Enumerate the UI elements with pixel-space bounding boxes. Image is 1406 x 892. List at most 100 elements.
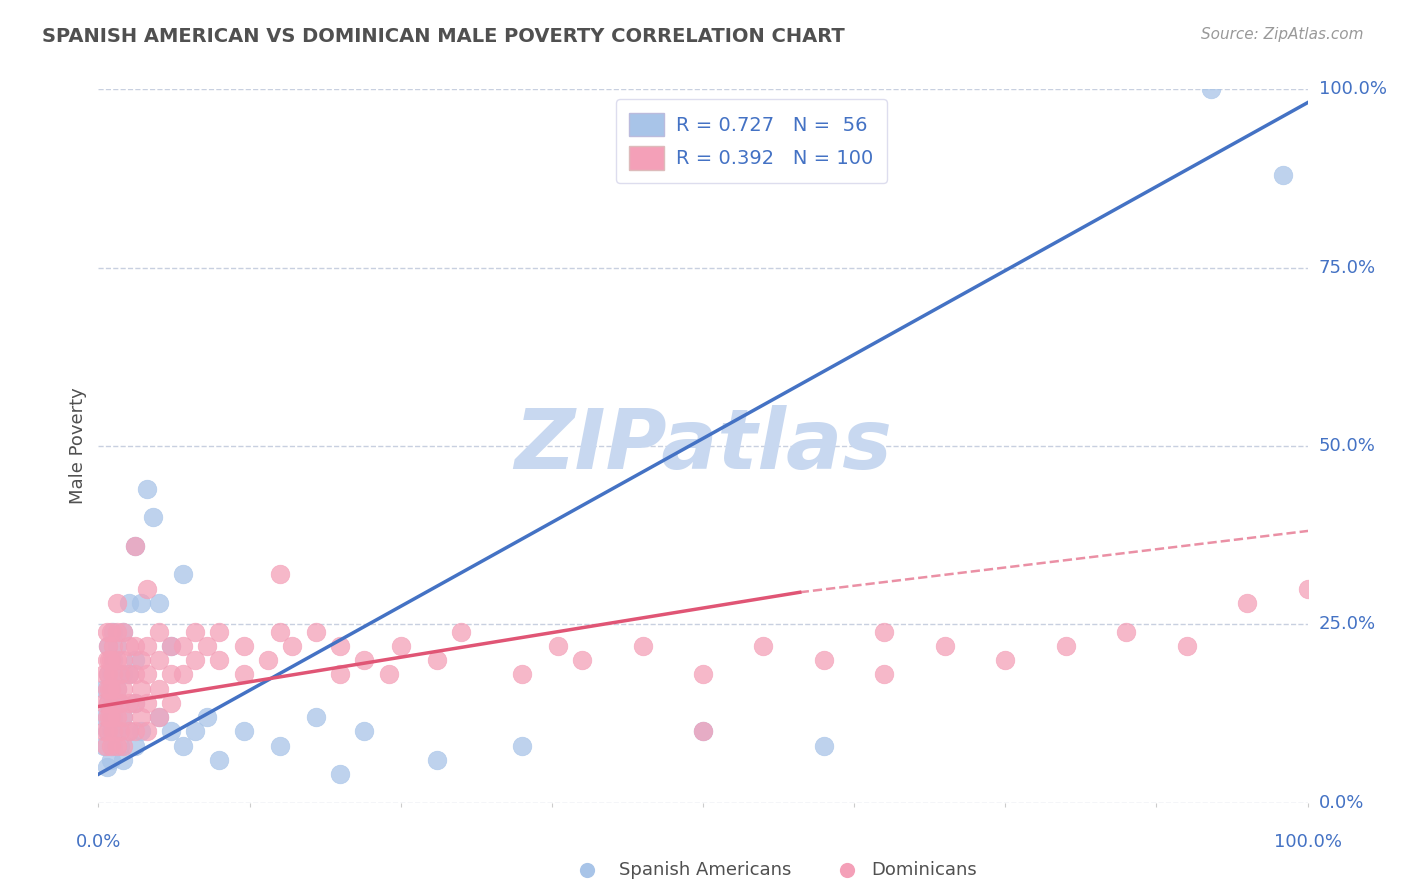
Point — [108, 696, 131, 710]
Point — [752, 639, 775, 653]
Point — [692, 667, 714, 681]
Point — [96, 760, 118, 774]
Point — [105, 639, 128, 653]
Point — [172, 739, 194, 753]
Text: Source: ZipAtlas.com: Source: ZipAtlas.com — [1201, 27, 1364, 42]
Text: 50.0%: 50.0% — [1319, 437, 1375, 455]
Point — [172, 667, 194, 681]
Point — [148, 653, 170, 667]
Point — [97, 667, 120, 681]
Point — [208, 653, 231, 667]
Point — [111, 753, 134, 767]
Point — [135, 482, 157, 496]
Point — [1175, 639, 1198, 653]
Point — [232, 667, 254, 681]
Point — [97, 696, 120, 710]
Point — [148, 681, 170, 696]
Point — [256, 653, 278, 667]
Point — [269, 624, 291, 639]
Point — [148, 710, 170, 724]
Point — [1296, 582, 1319, 596]
Point — [105, 710, 128, 724]
Point — [353, 653, 375, 667]
Point — [101, 710, 124, 724]
Point — [97, 696, 120, 710]
Point — [510, 739, 533, 753]
Point — [118, 639, 141, 653]
Point — [111, 624, 134, 639]
Point — [160, 667, 183, 681]
Point — [96, 624, 118, 639]
Point — [195, 639, 218, 653]
Point — [93, 710, 115, 724]
Text: 0.0%: 0.0% — [1319, 794, 1364, 812]
Point — [124, 539, 146, 553]
Point — [105, 596, 128, 610]
Point — [160, 639, 183, 653]
Point — [160, 639, 183, 653]
Point — [208, 624, 231, 639]
Point — [93, 667, 115, 681]
Point — [329, 667, 352, 681]
Point — [97, 724, 120, 739]
Legend: R = 0.727   N =  56, R = 0.392   N = 100: R = 0.727 N = 56, R = 0.392 N = 100 — [616, 99, 887, 184]
Point — [108, 696, 131, 710]
Point — [105, 724, 128, 739]
Point — [184, 624, 207, 639]
Point — [100, 696, 122, 710]
Point — [135, 696, 157, 710]
Point — [129, 724, 152, 739]
Point — [692, 724, 714, 739]
Point — [195, 710, 218, 724]
Point — [1199, 82, 1222, 96]
Point — [426, 753, 449, 767]
Point — [97, 639, 120, 653]
Point — [129, 710, 152, 724]
Text: 100.0%: 100.0% — [1319, 80, 1386, 98]
Point — [101, 739, 124, 753]
Point — [97, 639, 120, 653]
Point — [172, 567, 194, 582]
Point — [100, 667, 122, 681]
Point — [93, 696, 115, 710]
Point — [118, 596, 141, 610]
Point — [135, 667, 157, 681]
Point — [135, 582, 157, 596]
Point — [100, 624, 122, 639]
Point — [101, 624, 124, 639]
Point — [129, 681, 152, 696]
Point — [101, 639, 124, 653]
Text: Dominicans: Dominicans — [872, 861, 977, 879]
Point — [232, 639, 254, 653]
Point — [124, 653, 146, 667]
Point — [426, 653, 449, 667]
Point — [450, 624, 472, 639]
Point — [124, 539, 146, 553]
Point — [98, 710, 121, 724]
Point — [873, 667, 896, 681]
Point — [124, 696, 146, 710]
Text: SPANISH AMERICAN VS DOMINICAN MALE POVERTY CORRELATION CHART: SPANISH AMERICAN VS DOMINICAN MALE POVER… — [42, 27, 845, 45]
Point — [100, 724, 122, 739]
Point — [111, 710, 134, 724]
Point — [96, 653, 118, 667]
Point — [232, 724, 254, 739]
Point — [576, 863, 599, 877]
Point — [353, 724, 375, 739]
Point — [96, 724, 118, 739]
Point — [108, 667, 131, 681]
Point — [994, 653, 1017, 667]
Text: Spanish Americans: Spanish Americans — [619, 861, 792, 879]
Point — [118, 724, 141, 739]
Point — [108, 724, 131, 739]
Point — [510, 667, 533, 681]
Point — [124, 667, 146, 681]
Point — [111, 739, 134, 753]
Point — [160, 696, 183, 710]
Point — [105, 681, 128, 696]
Point — [111, 653, 134, 667]
Point — [835, 863, 858, 877]
Point — [873, 624, 896, 639]
Text: 75.0%: 75.0% — [1319, 259, 1376, 277]
Text: ZIPatlas: ZIPatlas — [515, 406, 891, 486]
